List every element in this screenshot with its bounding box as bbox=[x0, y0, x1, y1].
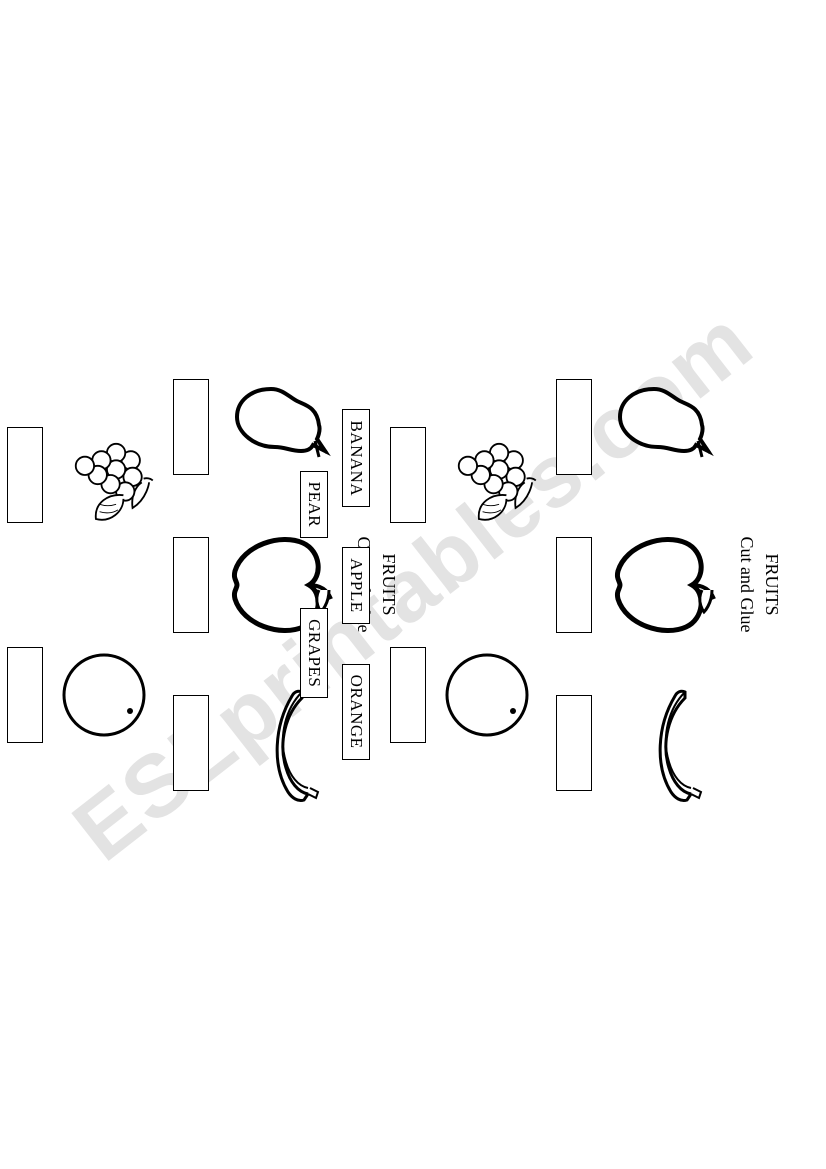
fruit-row-2 bbox=[390, 60, 544, 1109]
worksheet-copy-2: FRUITS Cut and Glue bbox=[0, 60, 443, 405]
answer-box bbox=[390, 427, 426, 523]
word-box-grapes: GRAPES bbox=[300, 608, 328, 698]
word-box-orange: ORANGE bbox=[342, 664, 370, 760]
answer-box bbox=[556, 695, 592, 791]
answer-box bbox=[556, 379, 592, 475]
answer-box bbox=[7, 427, 43, 523]
apple-icon bbox=[600, 520, 720, 650]
answer-box bbox=[390, 647, 426, 743]
orange-icon bbox=[51, 640, 161, 750]
orange-icon bbox=[434, 640, 544, 750]
fruit-cell-grapes bbox=[390, 420, 544, 530]
fruit-cell-apple bbox=[556, 520, 720, 650]
word-box-banana: BANANA bbox=[342, 409, 370, 507]
word-box-apple: APPLE bbox=[342, 547, 370, 623]
word-bank-row-1: BANANA APPLE ORANGE bbox=[342, 409, 370, 759]
title-block: FRUITS Cut and Glue bbox=[734, 537, 784, 633]
fruit-cell-banana bbox=[556, 678, 720, 808]
banana-icon bbox=[600, 678, 720, 808]
answer-box bbox=[173, 695, 209, 791]
grapes-icon bbox=[434, 420, 544, 530]
word-box-pear: PEAR bbox=[300, 471, 328, 538]
answer-box bbox=[7, 647, 43, 743]
answer-box bbox=[173, 537, 209, 633]
page-title: FRUITS bbox=[759, 537, 784, 633]
pear-icon bbox=[600, 362, 720, 492]
fruit-cell-orange bbox=[390, 640, 544, 750]
word-bank-row-2: PEAR GRAPES bbox=[300, 471, 328, 699]
grapes-icon bbox=[51, 420, 161, 530]
fruit-cell-grapes bbox=[7, 420, 161, 530]
worksheet-page: FRUITS Cut and Glue bbox=[0, 0, 826, 1169]
fruit-cell-pear bbox=[556, 362, 720, 492]
fruit-cell-orange bbox=[7, 640, 161, 750]
fruit-row-1 bbox=[556, 60, 720, 1109]
page-subtitle: Cut and Glue bbox=[734, 537, 759, 633]
answer-box bbox=[556, 537, 592, 633]
